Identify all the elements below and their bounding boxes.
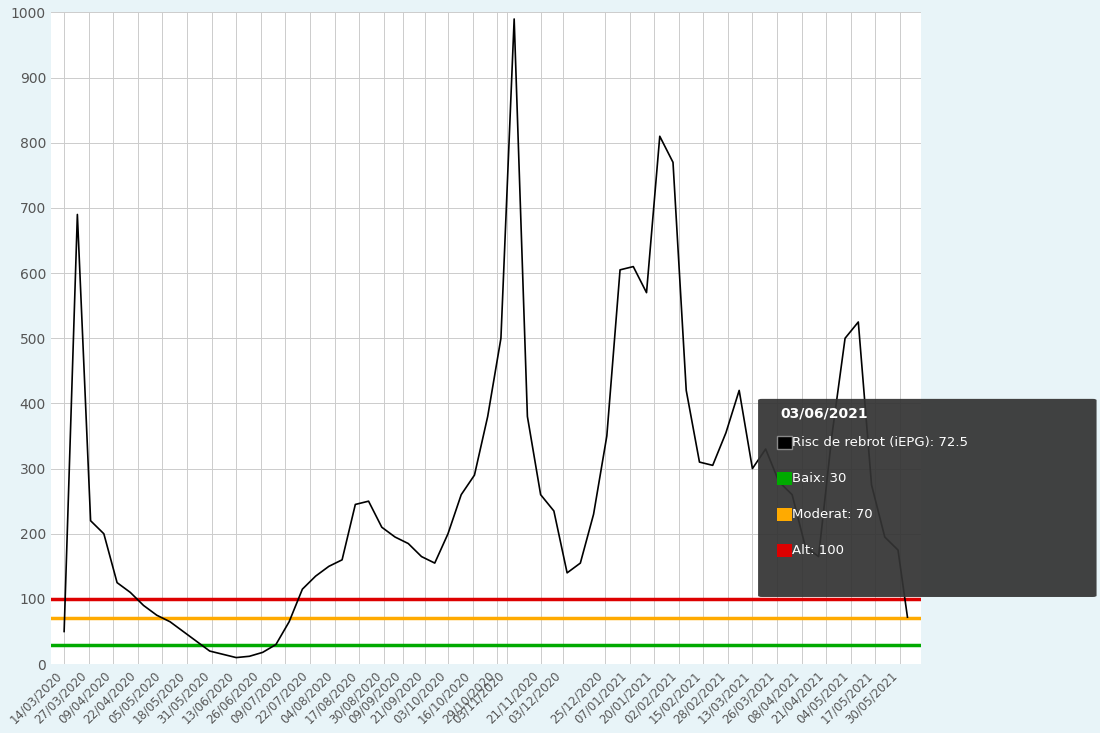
FancyBboxPatch shape — [758, 399, 1097, 597]
Bar — [777, 508, 792, 520]
Text: Baix: 30: Baix: 30 — [792, 472, 847, 485]
Bar — [777, 544, 792, 556]
Bar — [777, 472, 792, 485]
Text: Risc de rebrot (iEPG): 72.5: Risc de rebrot (iEPG): 72.5 — [792, 436, 968, 449]
Text: Moderat: 70: Moderat: 70 — [792, 508, 872, 520]
Bar — [777, 436, 792, 449]
Text: Alt: 100: Alt: 100 — [792, 544, 844, 556]
Text: 03/06/2021: 03/06/2021 — [781, 407, 868, 421]
